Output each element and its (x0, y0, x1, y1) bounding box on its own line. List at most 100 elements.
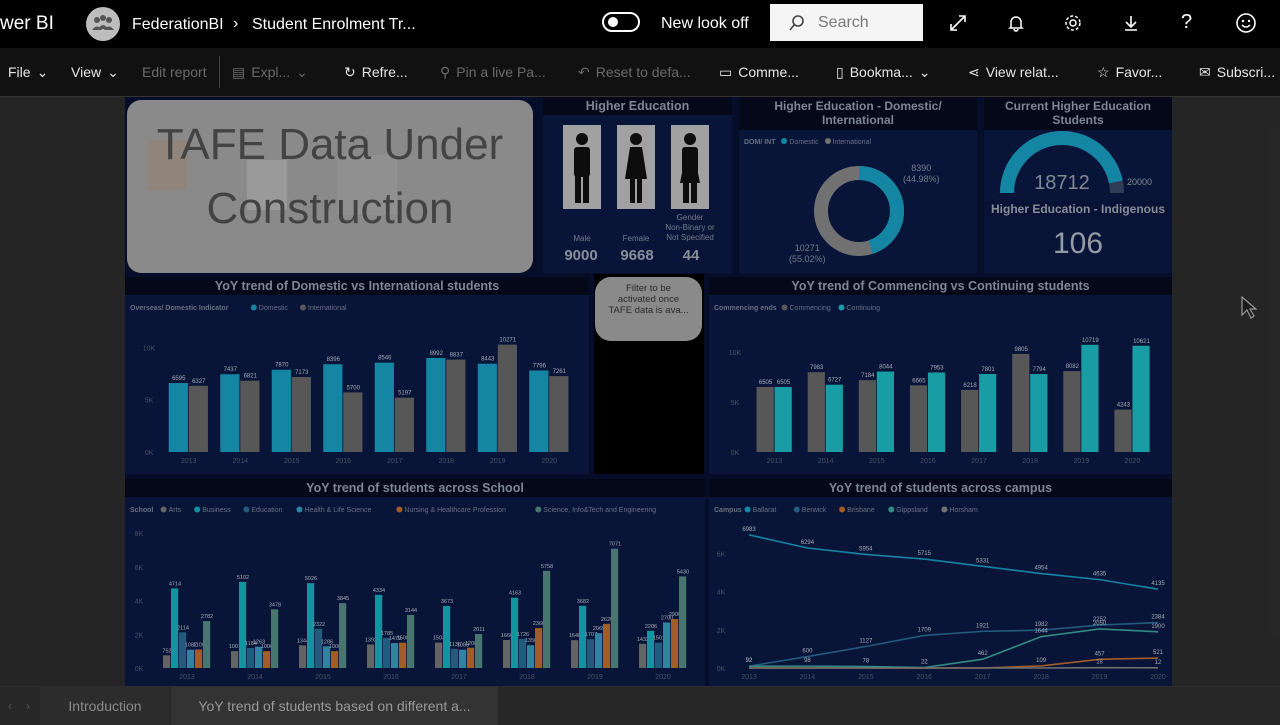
data-label: 92 (746, 658, 753, 664)
tab-prev-icon[interactable]: ‹ (8, 699, 12, 713)
dom-int-title-2: International (821, 113, 894, 127)
new-look-toggle[interactable] (602, 12, 640, 32)
breadcrumb-workspace[interactable]: FederationBI (132, 16, 224, 33)
bar (383, 637, 391, 668)
bookmarks-button[interactable]: ▯ Bookma... ⌄ (836, 48, 930, 96)
bar (647, 630, 655, 668)
workspace-avatar[interactable] (86, 7, 120, 41)
pin-live-button[interactable]: ⚲ Pin a live Pa... (440, 48, 546, 96)
explore-button[interactable]: ▤ Expl... ⌄ (232, 48, 308, 96)
legend-label: Nursing & Healthcare Profession (404, 507, 506, 514)
bar (475, 634, 483, 668)
tab-introduction-label: Introduction (68, 698, 142, 714)
reset-button[interactable]: ↶ Reset to defa... (578, 48, 691, 96)
file-menu[interactable]: File ⌄ (8, 48, 48, 96)
x-tick-label: 2014 (232, 458, 248, 465)
data-label: 5331 (976, 558, 990, 564)
data-label: 92 (746, 658, 753, 664)
bar (307, 583, 315, 668)
data-label: 7261 (553, 369, 567, 375)
bar (1030, 374, 1048, 452)
legend-label: Ballarat (753, 507, 777, 514)
download-icon[interactable] (1121, 13, 1141, 33)
bar (467, 647, 475, 668)
series-line (748, 628, 1159, 669)
data-label: 10271 (499, 338, 516, 344)
help-icon[interactable]: ? (1181, 11, 1193, 33)
legend-label: Continuing (847, 305, 881, 312)
male-figure-card (563, 125, 601, 209)
x-tick-label: 2020 (655, 674, 671, 681)
bar (639, 643, 647, 668)
data-label: 1500 (397, 636, 409, 642)
bar (909, 385, 928, 452)
app-name[interactable]: wer BI (0, 13, 54, 34)
view-menu[interactable]: View ⌄ (71, 48, 119, 96)
current-title-2: Students (1052, 113, 1104, 127)
legend-marker (781, 304, 788, 311)
x-tick-label: 2020 (1150, 674, 1166, 681)
edit-report-button[interactable]: Edit report (142, 48, 207, 96)
tab-next-icon[interactable]: › (26, 699, 30, 713)
data-label: 6665 (912, 378, 926, 384)
legend-title: Commencing ends (714, 305, 777, 312)
bell-icon[interactable] (1006, 13, 1026, 33)
report-canvas: TAFE Data Under Construction Higher Educ… (125, 97, 1172, 686)
int-pct: (44.98%) (903, 174, 940, 184)
chart-title: YoY trend of Domestic vs International s… (125, 277, 589, 295)
gear-icon[interactable] (1063, 13, 1083, 33)
bar (858, 380, 877, 452)
data-label: 2700 (661, 615, 673, 621)
donut-legend: DOM/ INT Domestic International (744, 138, 871, 146)
tab-yoy-trend[interactable]: YoY trend of students based on different… (171, 687, 498, 725)
data-label: 6983 (742, 527, 756, 533)
data-label: 8546 (378, 356, 392, 362)
dom-int-title-1: Higher Education - Domestic/ (774, 99, 942, 113)
data-label: 7801 (981, 367, 995, 373)
comments-button[interactable]: ▭ Comme... (719, 48, 799, 96)
legend-label: Arts (169, 507, 182, 514)
bar (255, 646, 263, 668)
smiley-icon[interactable] (1235, 12, 1257, 34)
data-label: 457 (1095, 651, 1106, 657)
tab-yoy-trend-label: YoY trend of students based on different… (198, 698, 471, 714)
bar (195, 649, 203, 668)
nonbinary-person-icon (680, 133, 700, 203)
data-label: 7184 (861, 373, 875, 379)
chart-title: YoY trend of students across School (125, 479, 705, 497)
bar (271, 609, 279, 668)
reset-label: Reset to defa... (595, 64, 691, 80)
bar (247, 648, 255, 668)
data-label: 9805 (1015, 347, 1029, 353)
gauge-fill (1000, 131, 1123, 194)
search-box[interactable]: Search (770, 4, 923, 41)
refresh-button[interactable]: ↻ Refre... (344, 48, 408, 96)
dom-vs-int-chart-panel: YoY trend of Domestic vs International s… (125, 277, 589, 474)
legend-marker (793, 506, 800, 513)
data-label: 1263 (253, 640, 265, 646)
x-tick-label: 2013 (179, 674, 195, 681)
subscribe-button[interactable]: ✉ Subscri... (1199, 48, 1275, 96)
tab-introduction[interactable]: Introduction (40, 687, 170, 725)
bar (339, 603, 347, 668)
x-tick-label: 2016 (383, 674, 399, 681)
data-label: 1709 (918, 627, 932, 633)
x-tick-label: 2019 (1092, 674, 1108, 681)
y-tick-label: 8K (135, 531, 144, 538)
legend-title: DOM/ INT (744, 139, 776, 146)
x-tick-label: 2015 (315, 674, 331, 681)
breadcrumb-report[interactable]: Student Enrolment Tr... (252, 16, 416, 33)
favorite-button[interactable]: ☆ Favor... (1097, 48, 1162, 96)
data-label: 10621 (1133, 339, 1150, 345)
data-label: 6294 (801, 540, 815, 546)
expand-icon[interactable] (948, 13, 968, 33)
data-label: 2011 (473, 627, 485, 633)
under-construction-banner: TAFE Data Under Construction (127, 100, 533, 273)
breadcrumb-chevron-icon: › (233, 15, 239, 32)
data-label: 1286 (321, 639, 333, 645)
legend-marker (396, 506, 403, 513)
bar (511, 597, 519, 668)
bookmark-icon: ▯ (836, 63, 844, 80)
view-related-button[interactable]: ⋖ View relat... (968, 48, 1059, 96)
bar (1132, 345, 1150, 452)
